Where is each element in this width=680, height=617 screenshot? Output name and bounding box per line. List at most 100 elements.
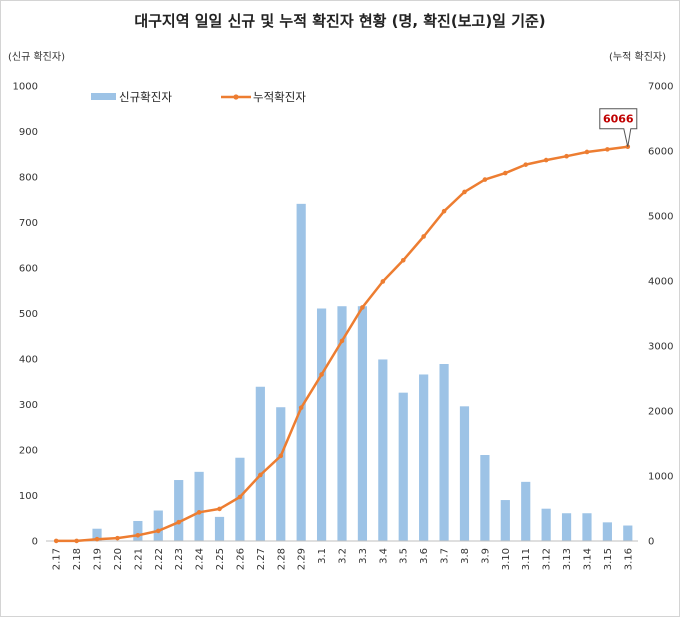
x-tick-label: 3.9 <box>480 548 491 564</box>
x-axis: 2.17 2.18 2.19 2.20 2.21 2.22 2.23 2.24 2.25 2.26… <box>52 548 635 570</box>
bar <box>480 455 490 541</box>
line-point <box>155 528 161 534</box>
left-tick-label: 400 <box>19 355 38 366</box>
left-tick-label: 500 <box>19 309 38 320</box>
bar <box>541 508 551 541</box>
bar <box>174 480 184 541</box>
bar <box>194 471 204 541</box>
right-tick-label: 7000 <box>648 82 673 93</box>
bar <box>419 374 429 541</box>
left-tick-label: 200 <box>19 446 38 457</box>
right-tick-label: 4000 <box>648 277 673 288</box>
left-tick-label: 0 <box>32 537 38 548</box>
bar <box>153 510 163 541</box>
line-point <box>217 506 222 512</box>
right-tick-label: 0 <box>648 537 654 548</box>
right-axis-title: (누적 확진자) <box>609 52 666 63</box>
x-tick-label: 3.6 <box>419 548 430 564</box>
x-tick-label: 2.18 <box>72 548 83 570</box>
line-series <box>53 144 631 544</box>
right-tick-label: 6000 <box>648 147 673 158</box>
bar <box>602 522 612 541</box>
line-point <box>237 494 243 500</box>
bar <box>276 407 286 541</box>
x-tick-label: 3.7 <box>440 548 451 564</box>
line-point <box>298 405 304 410</box>
legend-label: 누적확진자 <box>253 90 306 104</box>
left-tick-label: 600 <box>19 264 38 275</box>
bar <box>582 513 592 541</box>
callout-box <box>599 108 638 147</box>
callout: 6066 <box>599 108 638 147</box>
legend-swatch-bar <box>91 93 116 100</box>
line-point <box>258 472 263 478</box>
line-point <box>584 149 590 155</box>
right-y-axis: 0 1000 2000 3000 4000 5000 6000 7000 <box>648 82 673 548</box>
legend-label: 신규확진자 <box>119 90 172 104</box>
bar <box>214 516 225 541</box>
x-tick-label: 2.29 <box>297 548 308 570</box>
bar <box>561 513 572 541</box>
bar <box>92 528 102 541</box>
bar <box>296 203 306 541</box>
x-tick-label: 3.11 <box>521 548 532 570</box>
bar <box>378 359 388 541</box>
x-tick-label: 3.1 <box>317 548 328 564</box>
line-point <box>400 257 406 263</box>
left-tick-label: 100 <box>19 491 38 502</box>
legend: 신규확진자 누적확진자 <box>91 90 306 104</box>
x-tick-label: 2.23 <box>174 548 185 570</box>
x-tick-label: 3.10 <box>501 548 512 570</box>
right-tick-label: 5000 <box>648 212 673 223</box>
left-tick-label: 800 <box>19 173 38 184</box>
left-tick-label: 1000 <box>13 82 38 93</box>
x-tick-label: 2.25 <box>215 548 226 570</box>
bar <box>255 386 265 541</box>
callout-label: 6066 <box>603 113 634 126</box>
right-tick-label: 1000 <box>648 472 673 483</box>
left-tick-label: 700 <box>19 218 38 229</box>
line-point <box>196 510 202 515</box>
right-tick-label: 3000 <box>648 342 673 353</box>
line-point <box>605 147 610 152</box>
x-tick-label: 3.8 <box>460 548 471 564</box>
left-tick-label: 300 <box>19 400 38 411</box>
bar <box>459 406 470 541</box>
line-point <box>441 208 447 214</box>
line-point <box>421 234 426 239</box>
x-tick-label: 2.17 <box>52 548 63 570</box>
line-point <box>462 189 467 195</box>
bar <box>521 481 531 541</box>
line-point <box>135 532 141 538</box>
x-tick-label: 3.12 <box>542 548 553 570</box>
bar-series <box>92 203 633 541</box>
line-point <box>115 535 120 541</box>
line-point <box>319 372 324 377</box>
x-tick-label: 2.28 <box>276 548 287 570</box>
bar <box>439 364 449 541</box>
x-tick-label: 3.4 <box>378 548 389 564</box>
line-point <box>503 170 508 176</box>
line-point <box>543 157 549 163</box>
line-point <box>564 153 569 159</box>
bar <box>133 520 143 541</box>
bar <box>337 306 347 541</box>
x-tick-label: 3.15 <box>603 548 614 570</box>
line-point <box>339 338 345 344</box>
x-tick-label: 3.13 <box>562 548 573 570</box>
line-point <box>74 538 79 544</box>
x-tick-label: 2.22 <box>154 548 165 570</box>
bar <box>500 500 510 541</box>
x-tick-label: 3.16 <box>623 548 634 570</box>
x-tick-label: 3.3 <box>358 548 369 564</box>
x-tick-label: 2.19 <box>93 548 104 570</box>
x-tick-label: 3.2 <box>338 548 349 564</box>
x-tick-label: 2.20 <box>113 548 124 570</box>
chart-title: 대구지역 일일 신규 및 누적 확진자 현황 (명, 확진(보고)일 기준) <box>134 12 546 30</box>
bar <box>398 392 408 541</box>
x-tick-label: 2.24 <box>195 548 206 570</box>
right-tick-label: 2000 <box>648 407 673 418</box>
line-point <box>278 453 284 459</box>
x-tick-label: 2.21 <box>133 548 144 570</box>
